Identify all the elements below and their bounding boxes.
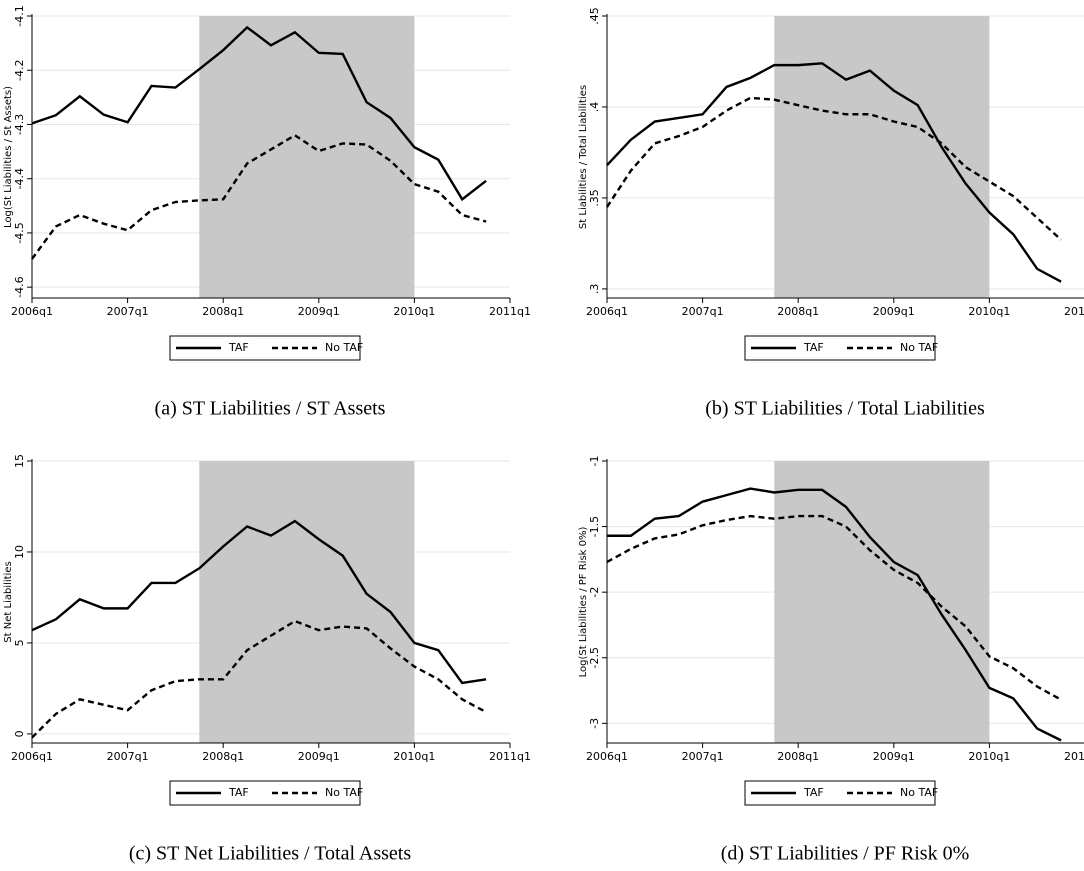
- x-tick-label: 2006q1: [11, 305, 53, 318]
- y-axis-title: St Net Liabilities: [3, 561, 14, 642]
- x-tick-label: 2010q1: [968, 750, 1010, 763]
- panel: -4.6 -4.5 -4.4 -4.3 -4.2 -4.1 2006q1 2007q1 2008…: [3, 5, 531, 419]
- x-tick-label: 2008q1: [777, 305, 819, 318]
- y-axis-title: Log(St Liabilities / PF Risk 0%): [578, 527, 589, 678]
- caption: (b) ST Liabilities / Total Liabilities: [705, 398, 985, 420]
- x-tick-label: 2006q1: [11, 750, 53, 763]
- line-series: [606, 62, 1062, 283]
- y-tick-label: -3: [588, 718, 601, 729]
- y-tick-label: -4.2: [13, 59, 26, 80]
- x-tick-label: 2007q1: [107, 750, 149, 763]
- y-tick-label: .4: [588, 102, 601, 113]
- y-tick-label: -2: [588, 587, 601, 598]
- line-series: [31, 25, 487, 202]
- panel: 0 5 10 15 2006q1 2007q1 2008q1 2009q1 2010q1 2011…: [3, 454, 531, 865]
- x-tick-label: 2007q1: [682, 305, 724, 318]
- line-series: [31, 133, 487, 260]
- panel: -3 -2.5 -2 -1.5 -1 2006q1 2007q1 2008q1 2009q1 20…: [578, 456, 1084, 865]
- y-tick-label: 15: [13, 454, 26, 468]
- y-axis-title: Log(St Liabilities / St Assets): [3, 86, 14, 228]
- y-axis-title: St Liabilities / Total Liabilities: [578, 85, 589, 229]
- panel: .3 .35 .4 .45 2006q1 2007q1 2008q1 2009q1 2010q1…: [578, 7, 1084, 420]
- x-tick-label: 2010q1: [393, 750, 435, 763]
- y-tick-label: 0: [13, 730, 26, 737]
- caption: (a) ST Liabilities / ST Assets: [155, 398, 386, 420]
- shaded-period: [774, 461, 990, 743]
- x-tick-label: 2009q1: [298, 305, 340, 318]
- shaded-period: [199, 461, 415, 743]
- y-tick-label: -4.3: [13, 114, 26, 135]
- line-series: [31, 619, 487, 739]
- y-tick-label: .35: [588, 189, 601, 207]
- legend-label: TAF: [803, 786, 824, 799]
- x-tick-label: 2007q1: [107, 305, 149, 318]
- legend-label: TAF: [803, 341, 824, 354]
- y-tick-label: .3: [588, 284, 601, 295]
- legend-label: No TAF: [900, 341, 938, 354]
- x-tick-label: 2011q1: [489, 750, 531, 763]
- shaded-period: [774, 16, 990, 298]
- y-tick-label: -4.5: [13, 222, 26, 243]
- x-tick-label: 2009q1: [298, 750, 340, 763]
- legend-label: No TAF: [325, 786, 363, 799]
- x-tick-label: 2011q1: [489, 305, 531, 318]
- x-tick-label: 2009q1: [873, 750, 915, 763]
- x-tick-label: 2010q1: [968, 305, 1010, 318]
- x-tick-label: 2006q1: [586, 305, 628, 318]
- line-series: [606, 514, 1062, 701]
- y-tick-label: -4.4: [13, 168, 26, 189]
- y-tick-label: -1: [588, 456, 601, 467]
- x-tick-label: 2011q1: [1064, 305, 1084, 318]
- shaded-period: [199, 16, 415, 298]
- x-tick-label: 2011q1: [1064, 750, 1084, 763]
- caption: (c) ST Net Liabilities / Total Assets: [129, 843, 411, 865]
- x-tick-label: 2008q1: [202, 750, 244, 763]
- x-tick-label: 2008q1: [777, 750, 819, 763]
- legend-label: No TAF: [900, 786, 938, 799]
- y-tick-label: 5: [13, 639, 26, 646]
- legend-box: [744, 335, 936, 361]
- legend-label: No TAF: [325, 341, 363, 354]
- line-series: [607, 487, 1062, 742]
- x-tick-label: 2007q1: [682, 750, 724, 763]
- x-tick-label: 2010q1: [393, 305, 435, 318]
- line-series: [605, 96, 1062, 241]
- line-series: [31, 519, 487, 685]
- y-tick-label: -4.6: [13, 276, 26, 297]
- x-tick-label: 2006q1: [586, 750, 628, 763]
- legend-label: TAF: [228, 786, 249, 799]
- y-tick-label: -2.5: [588, 647, 601, 668]
- legend-label: TAF: [228, 341, 249, 354]
- x-tick-label: 2009q1: [873, 305, 915, 318]
- y-tick-label: .45: [588, 7, 601, 25]
- y-tick-label: -4.1: [13, 5, 26, 26]
- caption: (d) ST Liabilities / PF Risk 0%: [721, 843, 970, 865]
- x-tick-label: 2008q1: [202, 305, 244, 318]
- y-tick-label: -1.5: [588, 516, 601, 537]
- y-tick-label: 10: [13, 545, 26, 559]
